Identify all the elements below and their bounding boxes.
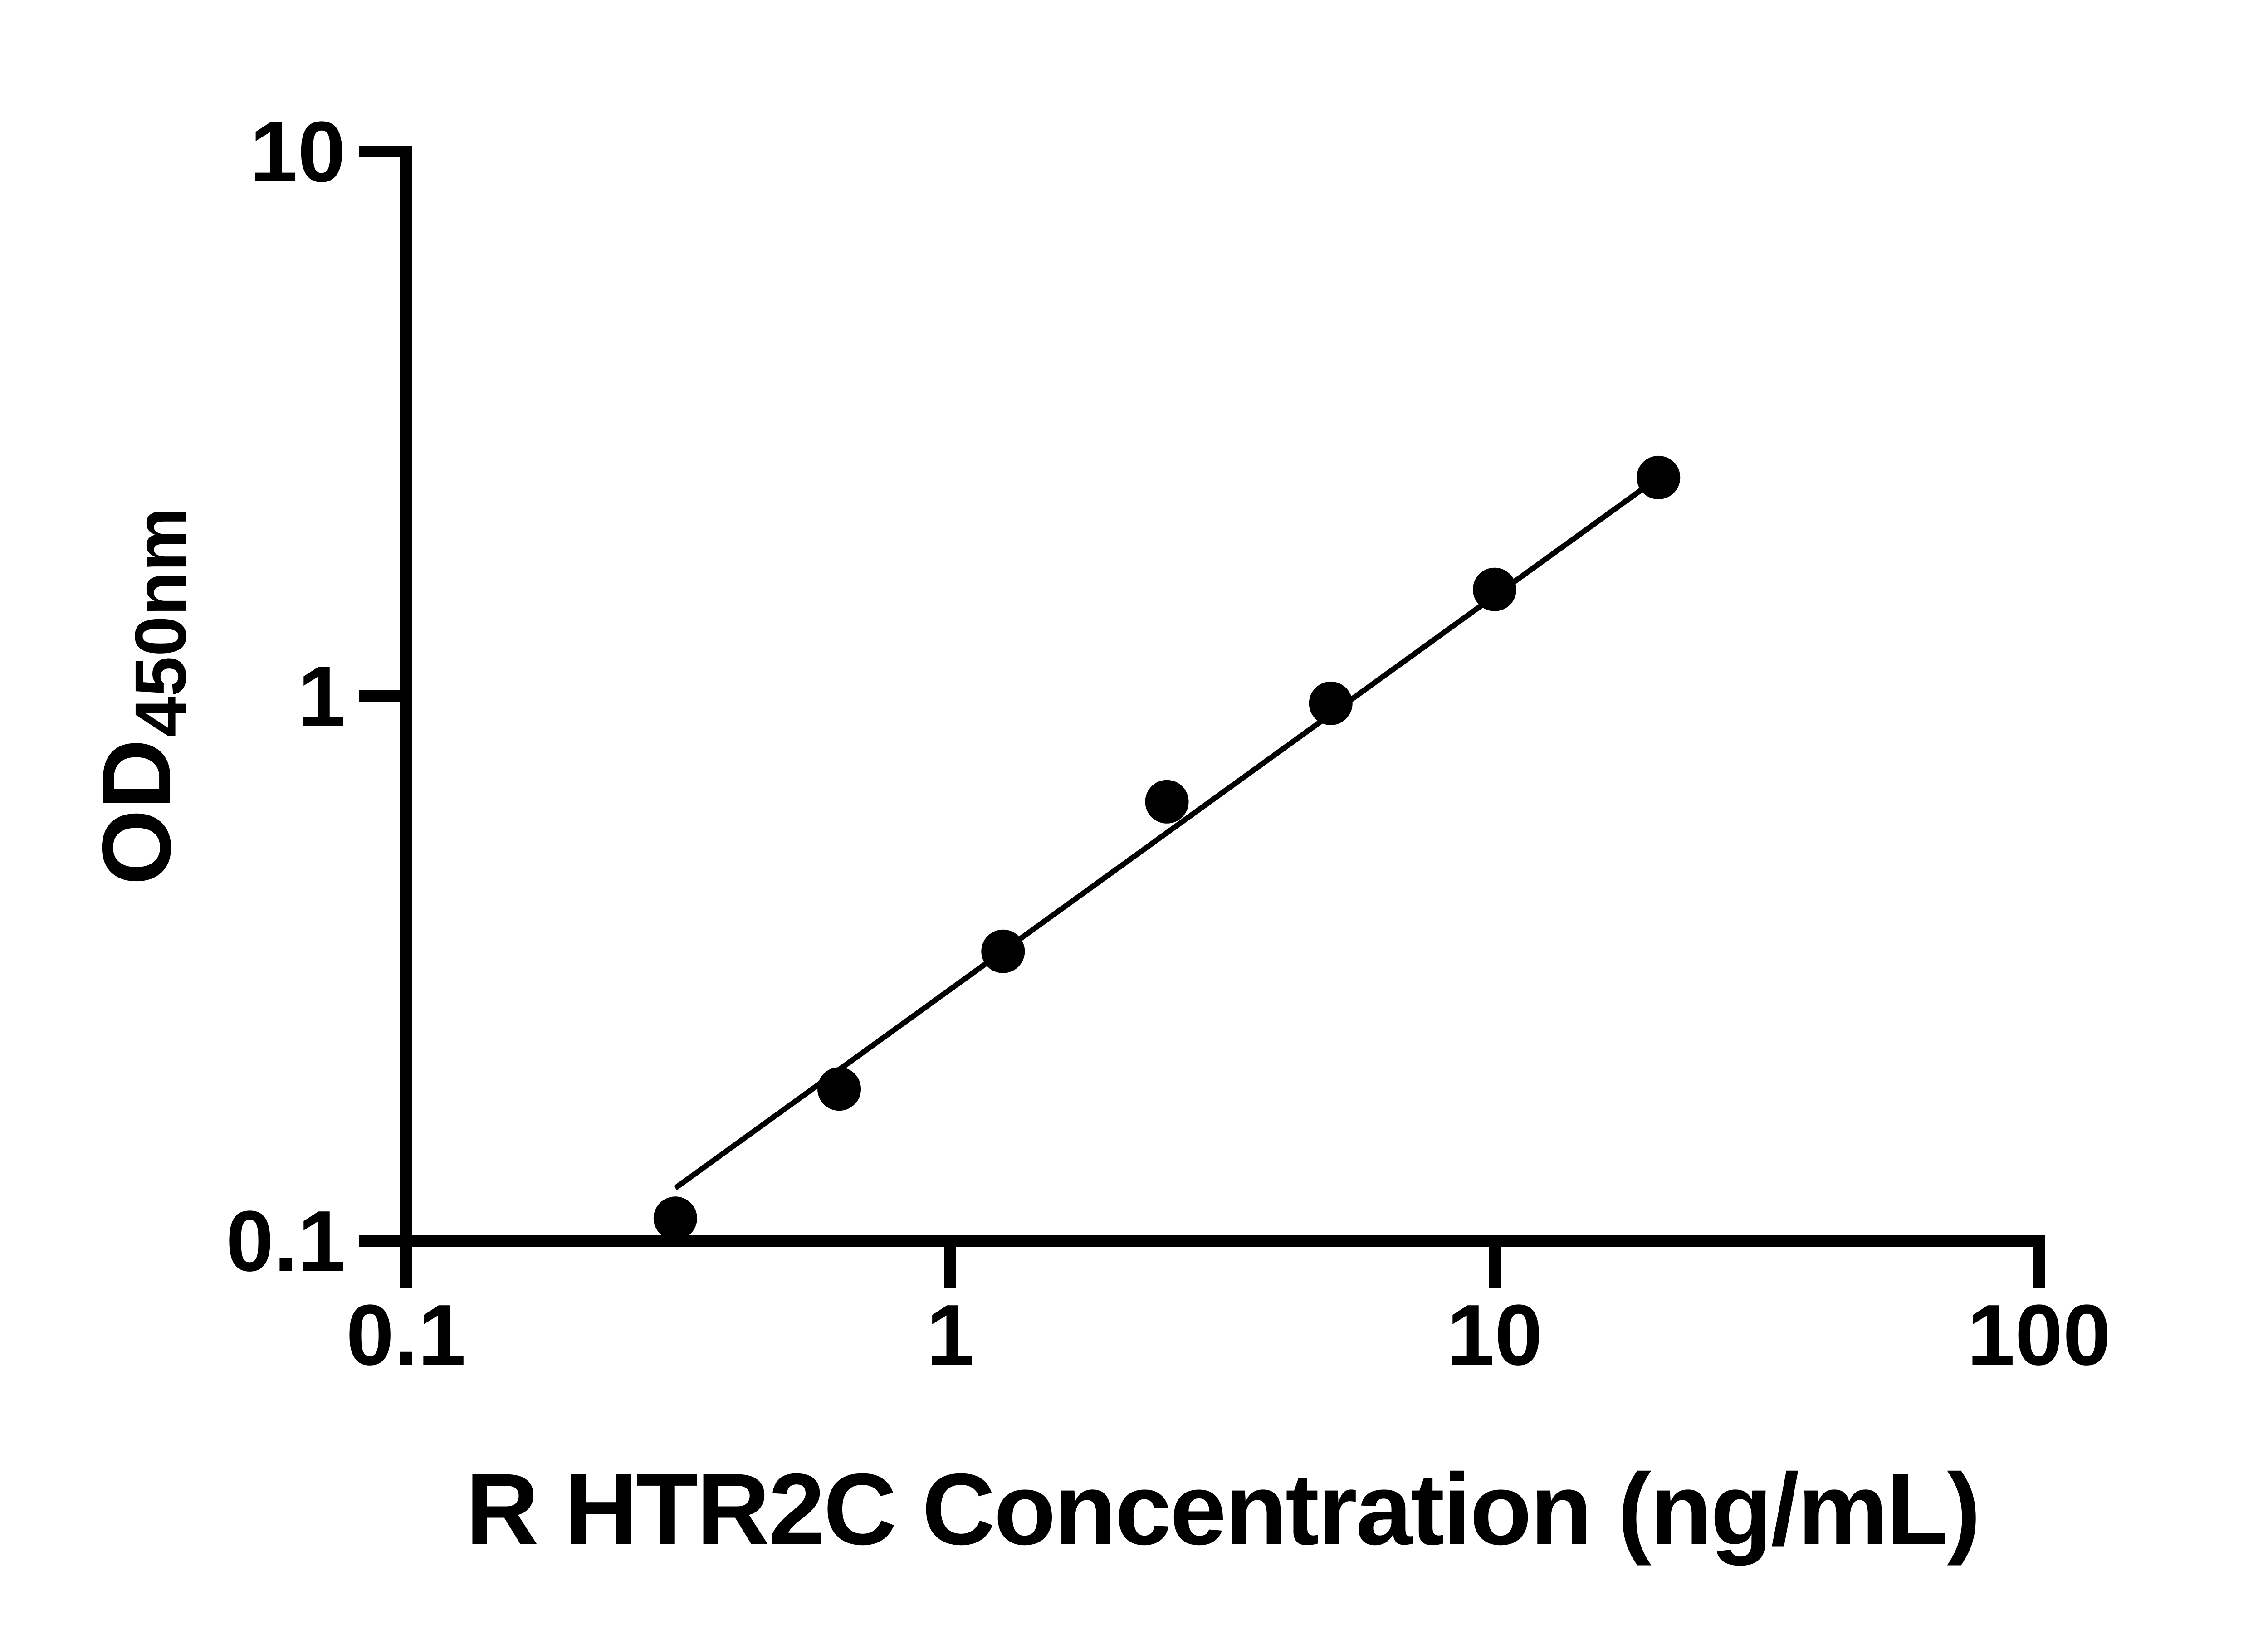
- data-point: [653, 1196, 697, 1240]
- y-axis-title-main: OD: [82, 739, 191, 885]
- series-layer: [653, 455, 1681, 1240]
- data-point: [1309, 681, 1353, 725]
- axes-layer: 0.1 1 10 100 0.1 1 10: [226, 104, 2111, 1383]
- x-axis-tick-label: 0.1: [346, 1287, 466, 1383]
- y-axis-tick-label: 10: [250, 104, 346, 200]
- x-axis-tick-label: 10: [1447, 1287, 1542, 1383]
- y-axis-title-subscript: 450nm: [120, 507, 201, 737]
- x-axis-title: R HTR2C Concentration (ng/mL): [465, 1453, 1979, 1566]
- data-point: [1637, 455, 1681, 499]
- data-point: [1145, 780, 1189, 824]
- y-axis-title: OD 450nm: [82, 507, 201, 885]
- data-point: [817, 1067, 861, 1111]
- y-axis-tick-label: 0.1: [226, 1193, 346, 1289]
- x-axis-tick-label: 100: [1967, 1287, 2111, 1383]
- data-point: [1473, 567, 1516, 611]
- x-axis-tick-label: 1: [926, 1287, 974, 1383]
- y-axis-tick-label: 1: [298, 649, 346, 745]
- data-point: [981, 929, 1025, 973]
